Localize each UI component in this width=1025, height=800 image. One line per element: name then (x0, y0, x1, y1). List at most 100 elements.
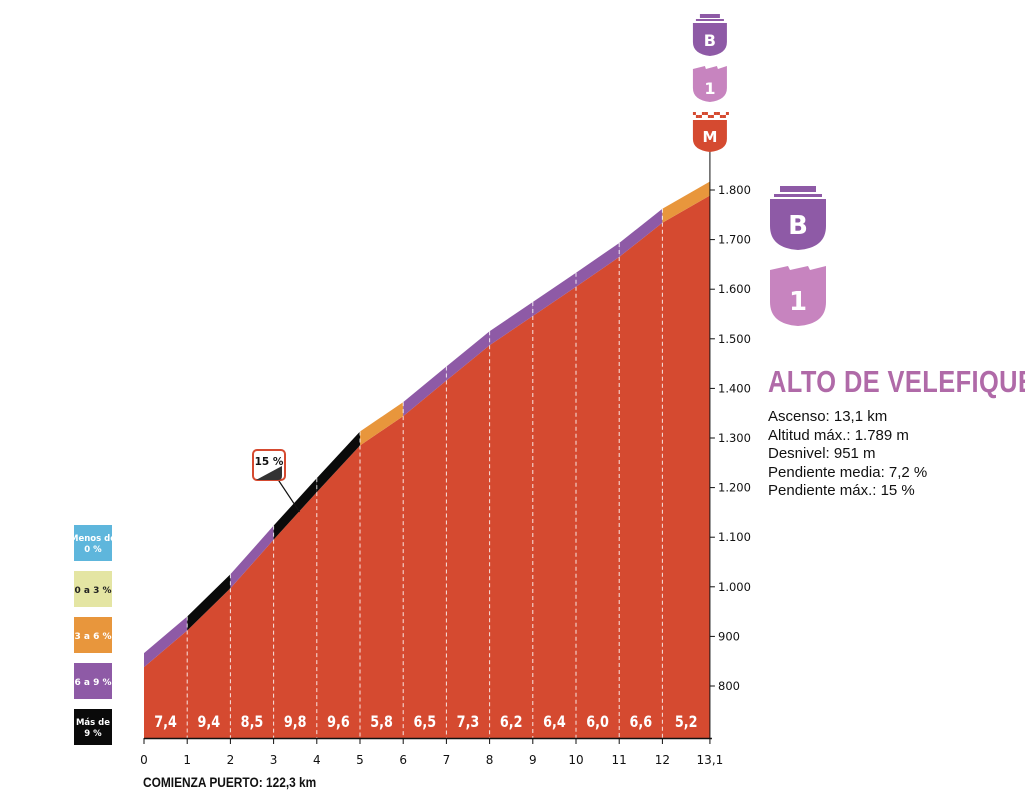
summit-badge-1-shield (692, 66, 727, 102)
summit-badge-b-icon: B (692, 14, 727, 56)
badge-1-label: 1 (789, 287, 807, 317)
x-tick-label: 11 (612, 753, 627, 767)
checker-square (725, 112, 729, 115)
legend-label: 0 a 3 % (74, 586, 111, 596)
summit-badge-b-cap (699, 14, 720, 18)
y-tick-label: 1.600 (718, 282, 751, 296)
stat-ascent: Ascenso: 13,1 km (768, 408, 888, 425)
segment-gradient-label: 7,3 (457, 714, 480, 732)
legend-swatch (74, 617, 112, 653)
legend-label: Menos de (70, 534, 116, 544)
stat-max-gradient: Pendiente máx.: 15 % (768, 482, 915, 499)
legend-swatch (74, 571, 112, 607)
stat-max-altitude: Altitud máx.: 1.789 m (768, 426, 909, 444)
gradient-band-segment (489, 301, 533, 346)
stat-average-gradient: Pendiente media: 7,2 % (768, 463, 928, 481)
profile-area (144, 195, 710, 738)
checker-square (713, 112, 717, 115)
segment-gradient-label: 5,8 (370, 714, 393, 732)
summit-badge-b-bar (695, 19, 724, 21)
checker-square (704, 112, 708, 115)
x-tick-label: 5 (356, 753, 364, 767)
x-tick-label: 3 (270, 753, 278, 767)
x-tick-label: 6 (399, 753, 407, 767)
gradient-band-segment (662, 181, 710, 223)
x-tick-label: 1 (183, 753, 191, 767)
x-tick-label: 13,1 (697, 753, 724, 767)
legend-swatch (74, 525, 112, 561)
x-tick-label: 10 (568, 753, 583, 767)
checker-square (722, 115, 726, 118)
category-badges: B 1 (770, 186, 826, 326)
gradient-band-segment (576, 242, 620, 287)
stat-elevation-gain: Desnivel: 951 m (768, 445, 876, 462)
gradient-band-segment (446, 331, 490, 381)
gradient-band-segment (230, 525, 274, 589)
segment-gradient-label: 5,2 (675, 714, 698, 732)
climb-info-panel: B 1 ALTO DE VELEFIQUE Ascenso: 13,1 km A… (768, 186, 1025, 501)
x-tick-label: 4 (313, 753, 321, 767)
legend-label: Más de (76, 718, 110, 728)
y-tick-label: 1.800 (718, 183, 751, 197)
checker-square (701, 112, 705, 115)
gradient-band-segment (360, 402, 404, 446)
segment-gradient-label: 6,4 (543, 714, 566, 732)
max-gradient-wedge-icon (256, 466, 282, 480)
max-gradient-label: 15 % (255, 456, 284, 468)
segment-gradient-label: 9,6 (327, 714, 350, 732)
y-tick-label: 1.700 (718, 233, 751, 247)
gradient-band-segment (273, 478, 317, 540)
x-tick-label: 8 (486, 753, 494, 767)
summit-badge-m-label: M (702, 128, 717, 146)
y-tick-label: 1.400 (718, 381, 751, 395)
y-tick-label: 900 (718, 629, 740, 643)
gradient-band-segment (532, 272, 576, 316)
summit-badge-b-shield (692, 23, 727, 56)
gradient-band-segment (316, 431, 360, 493)
segment-gradient-label: 8,5 (241, 714, 264, 732)
x-tick-label: 9 (529, 753, 537, 767)
y-tick-label: 1.000 (718, 580, 751, 594)
max-gradient-pointer (276, 477, 301, 513)
legend-swatch (74, 709, 112, 745)
badge-1-icon: 1 (770, 266, 826, 326)
climb-title: ALTO DE VELEFIQUE (768, 364, 1025, 399)
checker-square (719, 115, 723, 118)
y-tick-label: 1.300 (718, 431, 751, 445)
gradient-band-segment (144, 616, 188, 668)
segment-gradient-label: 9,4 (197, 714, 220, 732)
segment-gradient-label: 9,8 (284, 714, 307, 732)
y-tick-label: 1.100 (718, 530, 751, 544)
x-tick-label: 0 (140, 753, 148, 767)
summit-badge-m-shield (692, 120, 727, 152)
max-gradient-marker: 15 % (252, 449, 286, 481)
legend-label: 0 % (84, 545, 102, 555)
legend-label: 6 a 9 % (74, 678, 111, 688)
legend-swatch (74, 663, 112, 699)
checker-square (692, 112, 696, 115)
segment-gradient-label: 6,5 (413, 714, 436, 732)
badge-b-label: B (788, 211, 808, 241)
legend-label: 9 % (84, 729, 102, 739)
segment-gradient-label: 6,0 (586, 714, 609, 732)
checker-square (710, 115, 714, 118)
y-tick-label: 800 (718, 679, 740, 693)
legend-label: 3 a 6 % (74, 632, 111, 642)
summit-badge-1-icon: 1 (692, 66, 727, 102)
start-label: COMIENZA PUERTO: 122,3 km (143, 774, 317, 790)
summit-badge-1-label: 1 (704, 79, 715, 98)
gradient-band-segment (403, 366, 447, 417)
gradient-band-segment (187, 574, 231, 631)
x-tick-label: 2 (227, 753, 235, 767)
segment-gradient-label: 6,2 (500, 714, 523, 732)
gradient-band-segment (619, 208, 663, 257)
summit-badge-b-label: B (704, 31, 716, 50)
badge-b-icon: B (770, 186, 826, 250)
checker-square (707, 115, 711, 118)
x-tick-label: 7 (443, 753, 451, 767)
x-tick-label: 12 (655, 753, 670, 767)
checker-square (695, 115, 699, 118)
summit-badge-m-icon: M (692, 112, 729, 152)
checker-square (716, 112, 720, 115)
